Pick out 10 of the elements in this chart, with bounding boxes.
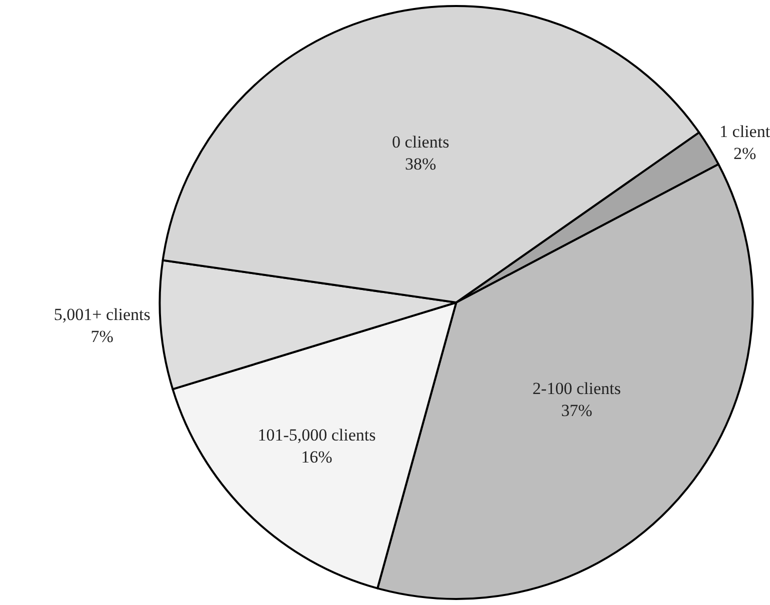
slice-label: 2-100 clients <box>532 378 621 398</box>
data-label: 37% <box>561 400 592 420</box>
data-label: 16% <box>301 447 332 466</box>
slice-label: 101-5,000 clients <box>258 425 376 444</box>
data-label: 38% <box>405 154 436 174</box>
slice-label: 5,001+ clients <box>54 304 150 324</box>
slice-label: 0 clients <box>392 132 450 152</box>
data-label: 7% <box>90 326 114 346</box>
slice-label: 1 client <box>720 122 770 141</box>
data-label: 2% <box>733 144 756 164</box>
